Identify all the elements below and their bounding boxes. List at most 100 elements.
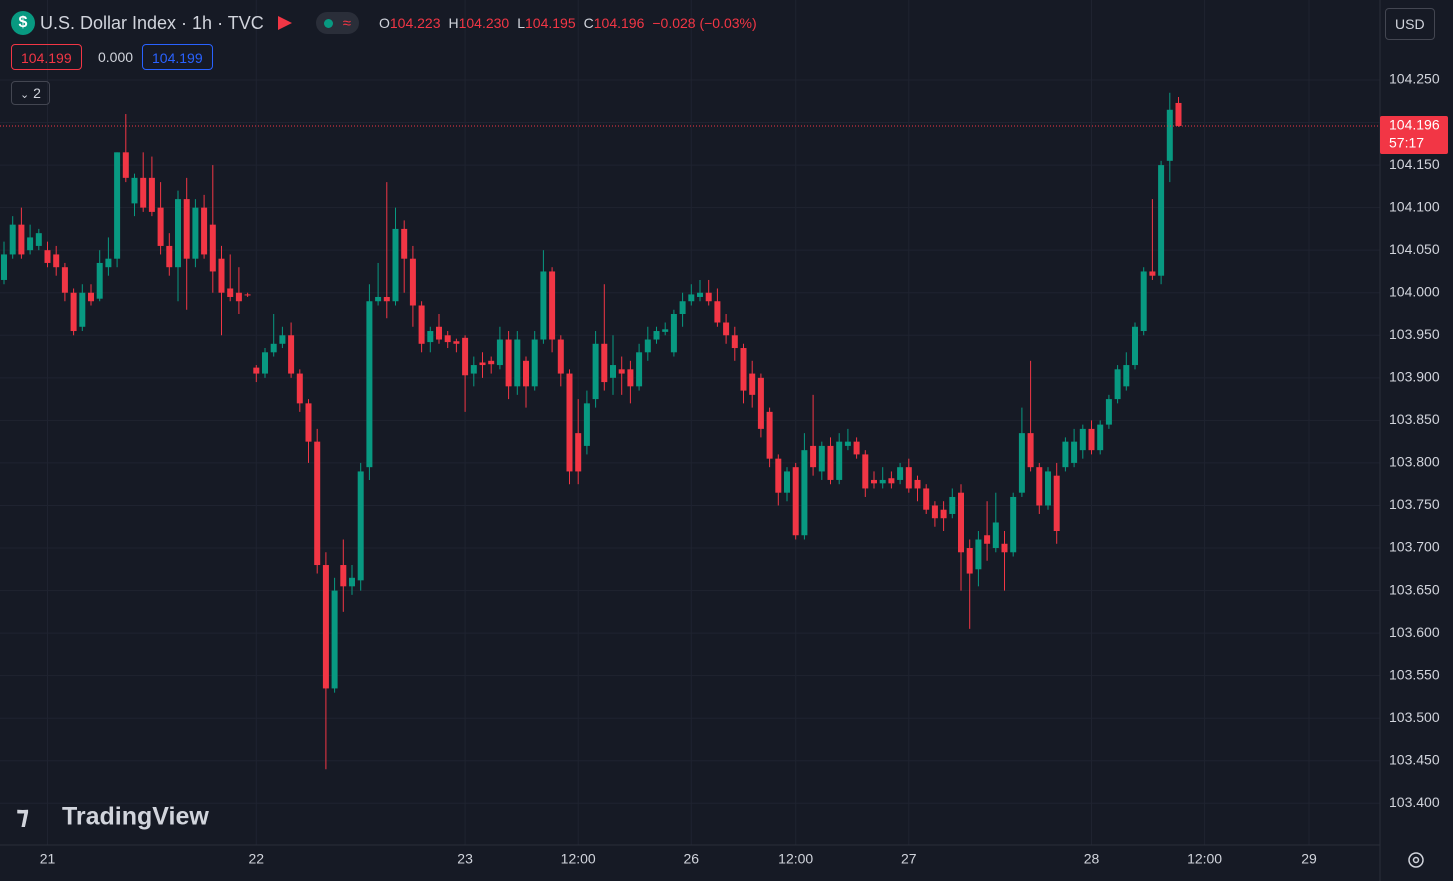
candle-body (1132, 326, 1138, 366)
candle-body (479, 362, 486, 366)
y-tick-label: 103.750 (1389, 496, 1440, 512)
y-tick-label: 103.550 (1389, 666, 1440, 682)
candle-body (662, 329, 669, 332)
candle-body (984, 535, 991, 544)
grid (0, 0, 1380, 845)
candle-body (1149, 271, 1156, 276)
x-tick-label: 22 (249, 851, 265, 867)
symbol-title[interactable]: U.S. Dollar Index · 1h · TVC (40, 12, 264, 33)
candle-body (131, 177, 138, 204)
candle-body (157, 207, 164, 246)
ohlc-value: 104.195 (525, 15, 576, 31)
sell-price[interactable]: 104.199 (11, 44, 82, 70)
candle-body (35, 233, 42, 246)
candle-body (897, 467, 904, 480)
candle-body (1175, 102, 1182, 126)
candle-body (453, 341, 460, 344)
candle-body (288, 335, 295, 374)
axes: 103.400 103.450 103.500 103.550 103.600 103.6… (40, 71, 1448, 867)
settings-icon-center (1412, 856, 1420, 864)
ohlc-key: O (378, 15, 390, 31)
candle-body (70, 292, 77, 332)
candle-body (757, 377, 764, 429)
candle-body (705, 292, 712, 302)
candle-body (88, 292, 94, 302)
candle-body (879, 479, 886, 484)
candle-body (496, 339, 503, 366)
candle-body (610, 365, 616, 378)
candle-body (427, 331, 434, 343)
candles (0, 92, 1380, 770)
y-tick-label: 104.100 (1389, 198, 1440, 214)
symbol-header: $ U.S. Dollar Index · 1h · TVC ≈ O 104.22… (11, 10, 757, 36)
x-tick-label: 26 (684, 851, 700, 867)
candle-body (775, 458, 782, 493)
candle-body (836, 441, 843, 480)
candle-body (601, 343, 608, 383)
candle-body (409, 258, 416, 306)
x-tick-label: 28 (1084, 851, 1100, 867)
candle-body (1018, 433, 1025, 493)
candle-body (592, 343, 599, 400)
candle-body (105, 258, 112, 268)
flag-icon[interactable] (277, 16, 292, 30)
ohlc-value: 104.230 (458, 15, 510, 31)
status-pill[interactable]: ≈ (315, 12, 359, 34)
settings-button[interactable] (1408, 852, 1424, 868)
candle-body (653, 331, 660, 340)
candle-body (714, 301, 721, 323)
buy-price[interactable]: 104.199 (142, 44, 213, 70)
last-price-label: 104.196 (1389, 117, 1440, 133)
market-status-dot (323, 18, 333, 28)
candle-body (1, 254, 7, 280)
candle-body (18, 224, 25, 255)
x-tick-label: 29 (1301, 851, 1317, 867)
x-tick-label: 21 (40, 851, 56, 867)
ohlc-value: 104.196 (593, 15, 645, 31)
candle-body (975, 539, 982, 570)
currency-button[interactable]: USD (1385, 8, 1435, 40)
y-tick-label: 104.050 (1389, 241, 1440, 257)
indicators-toggle[interactable]: ⌄ 2 (11, 81, 50, 105)
chevron: ⌄ (20, 89, 30, 101)
candle-body (392, 228, 399, 302)
candle-body (235, 292, 242, 302)
candle-body (227, 288, 234, 297)
candle-body (627, 369, 634, 387)
candle-body (723, 322, 730, 336)
x-tick-label: 27 (901, 851, 917, 867)
candle-body (192, 207, 199, 259)
settings-icon[interactable] (1408, 852, 1424, 868)
candle-body (931, 505, 938, 519)
candle-body (914, 479, 921, 489)
x-tick-label: 12:00 (778, 851, 813, 867)
candle-body (1158, 165, 1165, 276)
logo: TradingView (62, 803, 209, 831)
candle-body (514, 339, 521, 387)
candle-body (740, 348, 747, 391)
candle-body (1140, 271, 1147, 332)
candle-body (871, 479, 877, 484)
candle-body (1071, 441, 1078, 463)
candle-body (557, 339, 564, 374)
candle-body (1088, 428, 1095, 451)
candle-body (1010, 496, 1017, 553)
candle-body (540, 271, 547, 340)
spread: 0.000 (98, 49, 134, 65)
candle-body (566, 373, 573, 472)
candle-body (314, 441, 321, 566)
candle-body (53, 254, 60, 268)
candle-body (122, 152, 129, 178)
candle-body (1105, 399, 1112, 425)
candle-body (1053, 475, 1060, 531)
candle-body (1027, 433, 1034, 468)
candle-body (575, 433, 582, 472)
candle-body (749, 373, 756, 395)
y-tick-label: 103.900 (1389, 369, 1440, 385)
candle-body (331, 590, 338, 689)
candle-body (827, 445, 834, 480)
candle-body (418, 305, 425, 344)
candle-body (166, 245, 173, 268)
y-tick-label: 103.400 (1389, 794, 1440, 810)
candle-body (270, 343, 277, 353)
